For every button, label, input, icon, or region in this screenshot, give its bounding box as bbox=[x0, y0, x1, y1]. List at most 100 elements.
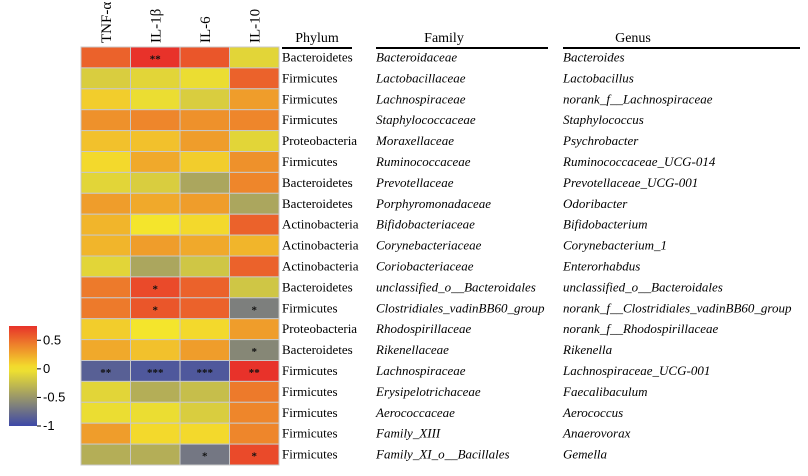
phylum-label: Actinobacteria bbox=[282, 258, 359, 273]
family-label: Bifidobacteriaceae bbox=[376, 217, 475, 232]
genus-label: Lachnospiraceae_UCG-001 bbox=[562, 363, 710, 378]
heatmap-cell bbox=[130, 401, 181, 424]
heatmap-cell bbox=[179, 171, 230, 194]
table-header: Phylum bbox=[295, 31, 339, 46]
family-label: Aerococcaceae bbox=[375, 405, 455, 420]
heatmap-cell bbox=[229, 234, 280, 257]
phylum-label: Firmicutes bbox=[282, 363, 338, 378]
significance-marker: *** bbox=[147, 367, 164, 379]
phylum-label: Bacteroidetes bbox=[282, 175, 353, 190]
family-label: Lactobacillaceae bbox=[375, 70, 466, 85]
family-label: Bacteroidaceae bbox=[376, 49, 457, 64]
phylum-label: Proteobacteria bbox=[282, 321, 357, 336]
heatmap-cell bbox=[229, 255, 280, 278]
heatmap-cell bbox=[80, 422, 131, 445]
heatmap-cell bbox=[130, 318, 181, 341]
genus-label: Prevotellaceae_UCG-001 bbox=[562, 175, 698, 190]
family-label: Rhodospirillaceae bbox=[375, 321, 472, 336]
phylum-label: Firmicutes bbox=[282, 91, 338, 106]
heatmap-cell bbox=[229, 380, 280, 403]
column-label: IL-10 bbox=[247, 9, 263, 43]
genus-label: Anaerovorax bbox=[562, 426, 631, 441]
genus-label: Rikenella bbox=[562, 342, 613, 357]
table-header: Family bbox=[424, 31, 464, 46]
significance-marker: * bbox=[252, 346, 258, 358]
genus-label: norank_f__Clostridiales_vadinBB60_group bbox=[563, 300, 792, 315]
significance-marker: * bbox=[153, 283, 159, 295]
genus-label: Corynebacterium_1 bbox=[563, 238, 667, 253]
heatmap-cell bbox=[229, 213, 280, 236]
heatmap-cell bbox=[179, 67, 230, 90]
heatmap-cell bbox=[179, 151, 230, 173]
phylum-label: Firmicutes bbox=[282, 112, 338, 127]
significance-marker: * bbox=[202, 451, 208, 463]
phylum-label: Firmicutes bbox=[282, 154, 338, 169]
heatmap-cell bbox=[80, 213, 131, 236]
heatmap-cell bbox=[229, 130, 280, 153]
heatmap-cell bbox=[80, 109, 131, 132]
heatmap-cell bbox=[130, 109, 181, 132]
column-label: TNF-α bbox=[99, 2, 115, 43]
heatmap-cell bbox=[179, 255, 230, 278]
heatmap-cell bbox=[229, 46, 280, 69]
heatmap-cell bbox=[80, 276, 131, 299]
genus-label: Gemella bbox=[563, 447, 608, 462]
heatmap-cell bbox=[229, 276, 280, 299]
heatmap-cell bbox=[130, 380, 181, 403]
heatmap-cell bbox=[130, 234, 181, 257]
genus-label: Odoribacter bbox=[563, 196, 628, 211]
family-label: Porphyromonadaceae bbox=[375, 196, 491, 211]
column-label: IL-1β bbox=[148, 9, 164, 43]
heatmap-cell bbox=[130, 255, 181, 278]
significance-marker: * bbox=[252, 451, 258, 463]
heatmap-cell bbox=[130, 171, 181, 194]
phylum-label: Bacteroidetes bbox=[282, 196, 353, 211]
column-label: IL-6 bbox=[198, 16, 214, 43]
genus-label: Enterorhabdus bbox=[562, 258, 640, 273]
colorbar-tick-label: 0 bbox=[43, 361, 50, 376]
genus-label: unclassified_o__Bacteroidales bbox=[563, 279, 723, 294]
heatmap-cell bbox=[179, 297, 230, 320]
significance-marker: * bbox=[252, 304, 258, 316]
heatmap-cell bbox=[229, 422, 280, 445]
genus-label: norank_f__Rhodospirillaceae bbox=[563, 321, 718, 336]
family-label: Prevotellaceae bbox=[375, 175, 454, 190]
phylum-label: Firmicutes bbox=[282, 405, 338, 420]
heatmap-cell bbox=[130, 213, 181, 236]
heatmap-cell bbox=[179, 213, 230, 236]
phylum-label: Bacteroidetes bbox=[282, 342, 353, 357]
heatmap-cell bbox=[229, 192, 280, 215]
heatmap-cell bbox=[179, 109, 230, 132]
heatmap-cell bbox=[229, 67, 280, 90]
phylum-label: Firmicutes bbox=[282, 426, 338, 441]
heatmap-cell bbox=[80, 443, 131, 466]
heatmap-cell bbox=[130, 88, 181, 111]
heatmap-cell bbox=[179, 276, 230, 299]
genus-label: Lactobacillus bbox=[562, 70, 634, 85]
phylum-label: Actinobacteria bbox=[282, 217, 359, 232]
family-label: Staphylococcaceae bbox=[376, 112, 476, 127]
family-label: Corynebacteriaceae bbox=[376, 238, 482, 253]
genus-label: Aerococcus bbox=[562, 405, 623, 420]
family-label: Family_XIII bbox=[375, 426, 441, 441]
phylum-label: Firmicutes bbox=[282, 300, 338, 315]
heatmap-cell bbox=[80, 297, 131, 320]
phylum-label: Proteobacteria bbox=[282, 133, 357, 148]
heatmap-cell bbox=[179, 46, 230, 69]
heatmap-cell bbox=[229, 88, 280, 111]
table-header: Genus bbox=[615, 31, 651, 46]
heatmap-cell bbox=[229, 151, 280, 173]
family-label: unclassified_o__Bacteroidales bbox=[376, 279, 536, 294]
heatmap-cell bbox=[179, 380, 230, 403]
heatmap-cell bbox=[179, 318, 230, 341]
heatmap-cell bbox=[130, 422, 181, 445]
family-label: Family_XI_o__Bacillales bbox=[375, 447, 510, 462]
heatmap-cell bbox=[229, 401, 280, 424]
family-label: Lachnospiraceae bbox=[375, 91, 466, 106]
genus-label: Psychrobacter bbox=[562, 133, 639, 148]
significance-marker: ** bbox=[100, 367, 112, 379]
heatmap-cell bbox=[80, 151, 131, 173]
heatmap-cell bbox=[179, 192, 230, 215]
heatmap-cell bbox=[80, 318, 131, 341]
